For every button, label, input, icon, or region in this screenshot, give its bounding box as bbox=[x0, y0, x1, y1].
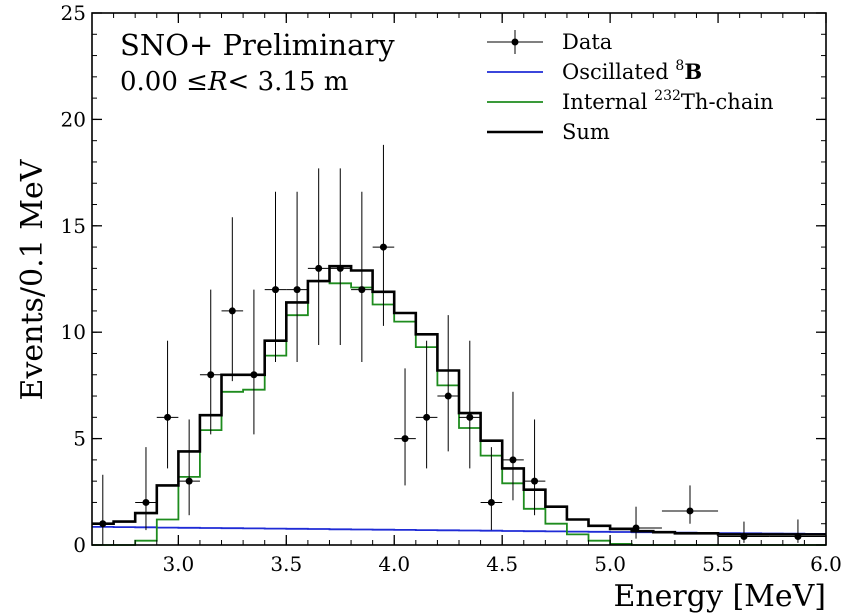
data-point-marker bbox=[445, 393, 452, 400]
data-point bbox=[222, 217, 244, 381]
legend-item-sum: Sum bbox=[487, 120, 610, 144]
data-point-marker bbox=[294, 286, 301, 293]
data-point-marker bbox=[250, 371, 257, 378]
data-point bbox=[351, 192, 373, 362]
data-point-marker bbox=[272, 286, 279, 293]
legend-label-sum: Sum bbox=[562, 120, 610, 144]
data-point-marker bbox=[315, 265, 322, 272]
data-point bbox=[770, 519, 826, 542]
data-point bbox=[308, 168, 330, 345]
data-point-marker bbox=[207, 371, 214, 378]
y-tick-label: 25 bbox=[61, 1, 86, 25]
data-point bbox=[481, 447, 503, 530]
data-point-marker bbox=[337, 265, 344, 272]
data-point-marker bbox=[686, 507, 693, 514]
data-point-marker bbox=[380, 244, 387, 251]
data-point bbox=[178, 419, 200, 515]
data-point-marker bbox=[402, 435, 409, 442]
data-point-marker bbox=[423, 414, 430, 421]
x-tick-label: 3.0 bbox=[162, 552, 194, 576]
data-point bbox=[157, 341, 179, 469]
series-sum-line bbox=[92, 266, 826, 534]
legend-data-marker bbox=[512, 39, 519, 46]
legend-label-b8: Oscillated 8B bbox=[562, 58, 702, 84]
y-axis-title: Events/0.1 MeV bbox=[15, 158, 50, 400]
annotation-line2-var: R bbox=[207, 67, 228, 97]
chart-annotation: SNO+ Preliminary 0.00 ≤R< 3.15 m bbox=[120, 28, 395, 97]
data-point bbox=[286, 192, 308, 362]
data-point bbox=[92, 475, 114, 545]
data-point-marker bbox=[142, 499, 149, 506]
data-points-layer bbox=[92, 145, 826, 545]
data-point-marker bbox=[794, 533, 801, 540]
data-point-marker bbox=[740, 533, 747, 540]
data-point-marker bbox=[531, 478, 538, 485]
annotation-line2: 0.00 ≤R< 3.15 m bbox=[120, 67, 348, 97]
data-point bbox=[662, 485, 718, 523]
data-point-marker bbox=[229, 307, 236, 314]
data-point-marker bbox=[186, 478, 193, 485]
data-point bbox=[394, 368, 416, 485]
legend: Data Oscillated 8B Internal 232Th-chain Sum bbox=[487, 30, 774, 144]
x-tick-label: 5.5 bbox=[702, 552, 734, 576]
series-layer bbox=[92, 266, 826, 545]
x-tick-label: 5.0 bbox=[594, 552, 626, 576]
y-tick-label: 20 bbox=[61, 107, 86, 131]
data-point bbox=[135, 447, 157, 530]
data-point bbox=[329, 168, 351, 345]
x-tick-label: 3.5 bbox=[270, 552, 302, 576]
legend-item-b8: Oscillated 8B bbox=[487, 58, 702, 84]
data-point bbox=[610, 507, 662, 539]
data-point-marker bbox=[99, 520, 106, 527]
x-tick-label: 4.0 bbox=[378, 552, 410, 576]
data-point-marker bbox=[509, 456, 516, 463]
x-tick-label: 6.0 bbox=[810, 552, 842, 576]
y-tick-label: 5 bbox=[73, 427, 86, 451]
legend-item-data: Data bbox=[487, 30, 612, 54]
legend-label-data: Data bbox=[562, 30, 612, 54]
data-point bbox=[437, 315, 459, 451]
annotation-line2-prefix: 0.00 ≤ bbox=[120, 67, 208, 97]
data-point bbox=[200, 290, 222, 435]
y-tick-label: 15 bbox=[61, 214, 86, 238]
data-point bbox=[416, 341, 438, 469]
data-point-marker bbox=[488, 499, 495, 506]
legend-label-th: Internal 232Th-chain bbox=[562, 88, 774, 114]
y-tick-label: 10 bbox=[61, 320, 86, 344]
x-tick-label: 4.5 bbox=[486, 552, 518, 576]
data-point bbox=[373, 145, 395, 326]
data-point bbox=[459, 341, 481, 469]
data-point-marker bbox=[633, 524, 640, 531]
annotation-line2-suffix: < 3.15 m bbox=[228, 67, 349, 97]
data-point bbox=[265, 192, 287, 362]
data-point-marker bbox=[164, 414, 171, 421]
x-axis-title: Energy [MeV] bbox=[613, 579, 826, 614]
data-point bbox=[243, 290, 265, 435]
annotation-line1: SNO+ Preliminary bbox=[120, 28, 395, 62]
data-point-marker bbox=[358, 286, 365, 293]
data-point-marker bbox=[466, 414, 473, 421]
legend-item-th: Internal 232Th-chain bbox=[487, 88, 774, 114]
data-point bbox=[524, 419, 546, 515]
y-tick-label: 0 bbox=[73, 533, 86, 557]
